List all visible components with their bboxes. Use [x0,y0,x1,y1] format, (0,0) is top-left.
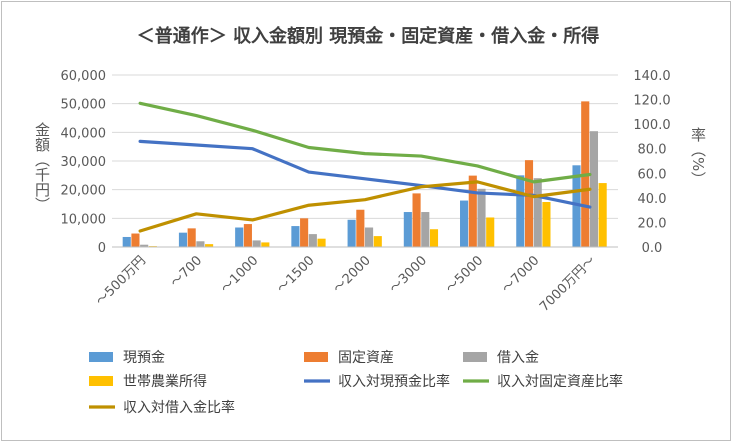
bar-1 [403,212,412,247]
bar-1 [516,175,525,247]
legend-swatch [304,352,328,362]
legend-label: 現預金 [123,350,165,366]
bar-1 [235,227,244,247]
bar-2 [243,224,252,247]
y-right-tick-label: 140.0 [633,69,670,84]
legend-label: 収入対借入金比率 [123,399,235,416]
y-right-tick-label: 80.0 [638,143,667,158]
x-category-label: ～700 [168,253,205,290]
line-series-3 [138,180,592,233]
y-right-tick-label: 100.0 [633,118,670,133]
legend-label: 世帯農業所得 [123,373,207,390]
bar-2 [524,160,534,247]
legend-label: 収入対固定資産比率 [497,373,623,390]
legend-swatch [89,376,113,386]
bar-3 [252,240,261,247]
bar-3 [308,234,317,247]
x-category-label: ～1500 [274,253,317,296]
y-right-axis-title: 率（%） [689,127,707,186]
bar-3 [477,188,486,247]
line-series-1 [138,139,592,209]
y-left-tick-label: 50,000 [61,98,107,113]
x-category-label: ～5000 [443,253,486,296]
x-category-label: ～3000 [387,253,430,296]
bar-2 [131,233,140,247]
y-right-tick-label: 60.0 [638,167,667,182]
bar-1 [572,165,581,247]
legend-label: 固定資産 [338,350,394,366]
y-left-tick-label: 40,000 [61,126,107,141]
y-left-tick-label: 30,000 [61,155,107,170]
y-right-tick-label: 120.0 [633,94,670,109]
bar-1 [178,232,188,247]
bar-4 [598,183,607,247]
bar-2 [468,175,477,247]
y-right-tick-label: 40.0 [638,192,667,207]
bar-2 [412,193,421,247]
y-left-tick-label: 0 [98,241,106,256]
bar-1 [460,200,469,247]
bar-4 [486,217,495,247]
line-series-2 [138,101,592,184]
bar-1 [122,236,131,247]
bar-4 [429,229,439,247]
legend-swatch [89,352,113,362]
bar-4 [205,244,214,247]
legend-swatch [463,352,487,362]
bar-3 [365,227,374,247]
bar-2 [300,218,309,247]
bar-2 [356,209,365,247]
x-category-label: 7000万円～ [537,253,599,315]
bar-3 [533,178,542,247]
y-right-tick-label: 0.0 [642,241,663,256]
bar-3 [140,244,149,247]
bar-3 [421,212,430,247]
x-category-label: ～7000 [499,253,542,296]
bar-3 [589,131,599,247]
bar-4 [261,242,270,247]
bar-1 [291,226,300,247]
bar-4 [542,201,551,247]
bar-3 [196,241,205,247]
y-right-tick-label: 20.0 [638,216,667,231]
y-left-axis-title: 金額（千円） [33,122,51,212]
y-left-tick-label: 20,000 [61,184,107,199]
y-left-tick-label: 10,000 [61,212,107,227]
x-category-label: ～1000 [218,253,261,296]
bar-4 [317,238,326,247]
legend-label: 借入金 [497,350,539,366]
chart-title: ＜普通作＞ 収入金額別 現預金・固定資産・借入金・所得 [137,25,600,47]
y-left-tick-label: 60,000 [61,69,107,84]
bar-2 [187,228,196,247]
x-category-label: ～2000 [331,253,374,296]
x-category-label: ～500万円 [93,253,149,309]
bar-4 [373,236,382,247]
legend-label: 収入対現預金比率 [338,373,450,390]
bar-1 [347,219,356,247]
